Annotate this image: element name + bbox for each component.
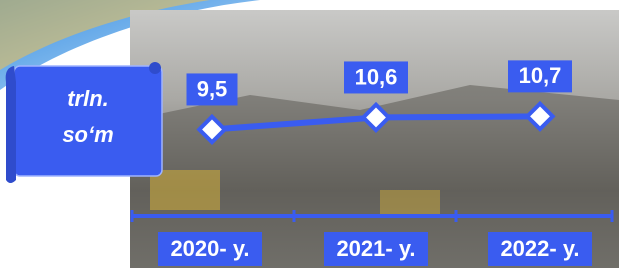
value-label: 10,7: [519, 63, 562, 88]
x-tick-label: 2020- y.: [170, 236, 249, 261]
x-tick-label: 2021- y.: [336, 236, 415, 261]
value-label: 9,5: [197, 76, 228, 101]
banner-curl: [149, 62, 161, 74]
banner-roll: [6, 66, 16, 183]
photo-machine: [150, 170, 220, 210]
photo-truck: [380, 190, 440, 215]
unit-label: so‘m: [62, 122, 113, 147]
chart: trln. so‘m 9,5 10,6 10,7 2020- y. 2021- y. 20…: [0, 0, 619, 268]
unit-label: trln.: [67, 86, 109, 111]
value-label: 10,6: [355, 64, 398, 89]
x-tick-label: 2022- y.: [500, 236, 579, 261]
unit-banner: trln. so‘m: [6, 62, 162, 183]
